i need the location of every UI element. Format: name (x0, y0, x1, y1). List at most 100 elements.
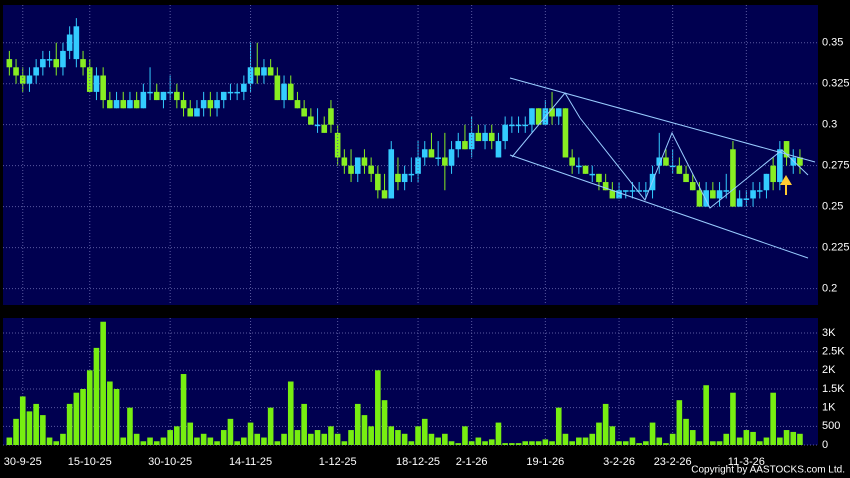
volume-bar (194, 437, 200, 445)
volume-bar (710, 441, 716, 445)
volume-bar (133, 433, 140, 445)
candle-body (254, 67, 261, 76)
candle-body (395, 173, 401, 183)
candle-body (723, 190, 730, 192)
candle-body (462, 141, 468, 150)
arrow (780, 175, 792, 195)
volume-bar (160, 437, 167, 445)
candle-body (261, 67, 267, 76)
volume-bar (287, 381, 294, 445)
volume-bar (395, 430, 401, 445)
volume-bar (502, 443, 508, 445)
volume-bar (716, 441, 723, 445)
candle-body (797, 157, 803, 166)
candle-body (321, 124, 328, 133)
candle-body (488, 132, 495, 142)
candle-body (756, 190, 763, 192)
candle-body (368, 165, 374, 174)
volume-bar (187, 422, 194, 445)
volume-bar (797, 433, 803, 445)
candle-body (790, 157, 797, 166)
candle-body (602, 182, 609, 191)
volume-bar (488, 439, 495, 445)
candle-body (730, 149, 736, 207)
candle-body (287, 83, 294, 101)
candle-body (582, 165, 589, 174)
y-tick-label: 0.325 (822, 78, 850, 90)
candle-body (683, 173, 689, 183)
volume-bar (576, 437, 582, 445)
volume-bar (549, 441, 555, 445)
volume-bar (542, 439, 549, 445)
candle-body (86, 67, 93, 92)
volume-bar (73, 392, 80, 445)
price-panel (3, 5, 818, 305)
x-tick-label: 14-11-25 (229, 456, 272, 468)
volume-bar (730, 392, 736, 445)
candle-body (622, 190, 629, 192)
candle-body (66, 34, 73, 51)
candle-body (535, 108, 542, 125)
volume-bar (308, 433, 314, 445)
volume-bar (80, 388, 86, 445)
volume-bar (421, 418, 428, 445)
candle-body (33, 67, 39, 76)
candle-body (214, 100, 220, 109)
candle-body (455, 141, 462, 150)
volume-bar (180, 374, 187, 445)
y-tick-label: 1.5K (822, 383, 845, 395)
x-tick-label: 3-2-26 (603, 456, 635, 468)
volume-bar (770, 392, 776, 445)
candle-body (13, 67, 19, 76)
channel-top (509, 77, 816, 163)
candle-body (736, 198, 743, 207)
candle-body (267, 67, 274, 76)
volume-bar (435, 437, 441, 445)
candle-body (576, 165, 582, 168)
volume-bar (777, 437, 783, 445)
volume-bar (656, 437, 663, 445)
candle-body (80, 59, 86, 68)
candle-body (301, 108, 307, 117)
candle-body (174, 91, 180, 101)
volume-bar (736, 437, 743, 445)
candle-body (220, 91, 227, 101)
volume-bar (622, 441, 629, 445)
candle-body (448, 149, 455, 166)
candle-body (629, 190, 636, 192)
volume-bar (207, 437, 214, 445)
candle-body (153, 91, 160, 101)
candle-body (328, 108, 334, 125)
candle-body (421, 149, 428, 158)
volume-bar (381, 400, 388, 445)
candle-body (676, 165, 683, 174)
volume-bar (428, 433, 435, 445)
x-tick-label: 18-12-25 (396, 456, 440, 468)
candle-body (354, 157, 361, 174)
volume-bar (53, 441, 60, 445)
candle-body (375, 173, 381, 191)
candle-body (589, 173, 596, 176)
volume-bar (60, 433, 66, 445)
candle-body (180, 100, 187, 109)
candle-body (495, 141, 502, 158)
candle-body (281, 83, 287, 101)
volume-bar (790, 431, 797, 445)
volume-bar (696, 441, 703, 445)
volume-bar (214, 441, 220, 445)
volume-bar (448, 441, 455, 445)
y-tick-label: 0 (822, 439, 828, 451)
volume-bar (750, 431, 756, 445)
candle-body (609, 190, 616, 199)
candle-body (46, 59, 53, 61)
candle-body (509, 124, 515, 127)
y-tick-label: 0.35 (822, 37, 843, 49)
candle-body (308, 116, 314, 125)
x-tick-label: 1-12-25 (319, 456, 357, 468)
candle-body (241, 83, 247, 92)
volume-bar (321, 433, 328, 445)
volume-bar (368, 426, 374, 445)
x-tick-label: 23-2-26 (654, 456, 692, 468)
y-tick-label: 1K (822, 402, 836, 414)
